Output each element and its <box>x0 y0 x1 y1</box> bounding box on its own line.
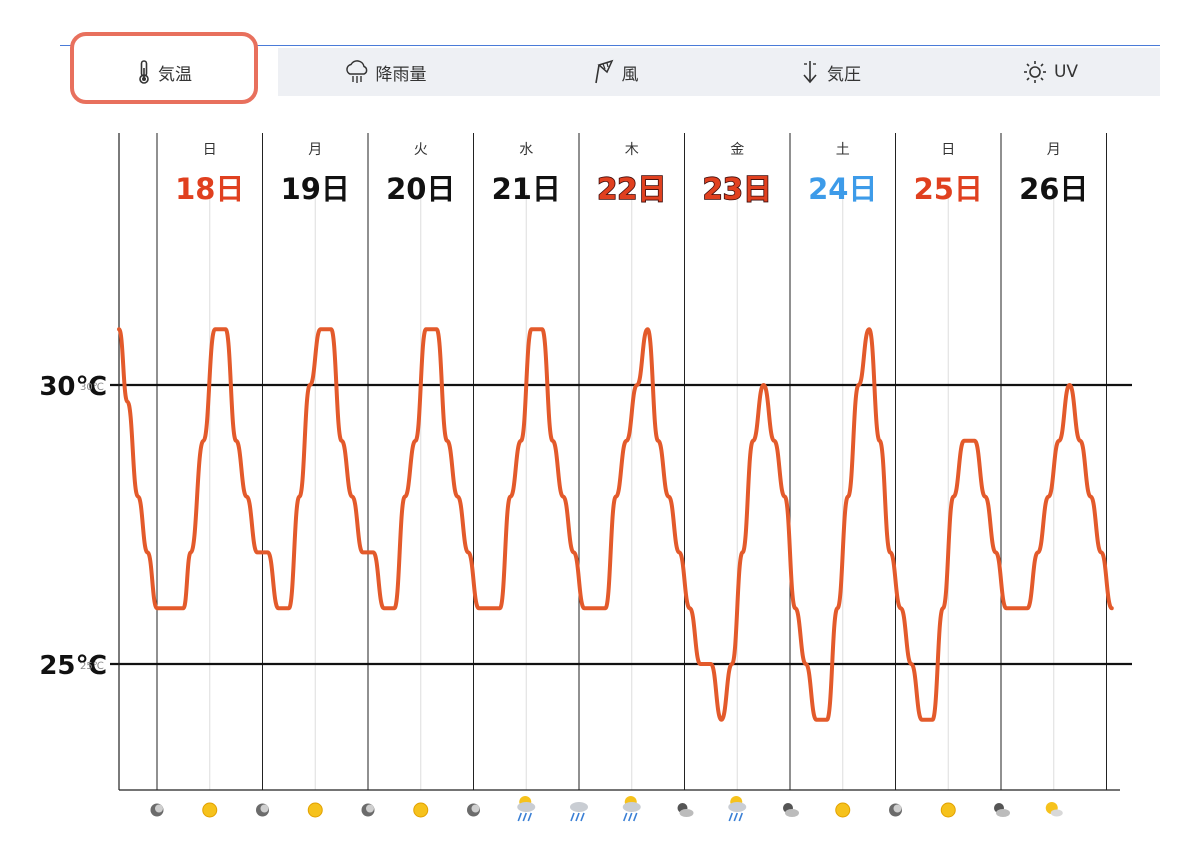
day-of-week-label: 日 <box>941 142 955 158</box>
sun-icon <box>835 802 851 818</box>
thermometer-icon <box>136 59 152 85</box>
sun-icon <box>413 802 429 818</box>
reference-lines <box>110 383 1132 666</box>
day-of-week-label: 金 <box>730 142 744 158</box>
y-axis-labels: 30℃30℃25℃25℃ <box>39 372 107 681</box>
night-icon <box>361 803 375 817</box>
date-label: 23日 <box>703 172 772 206</box>
sun-cloud-icon <box>1045 802 1063 817</box>
top-divider <box>60 45 1160 46</box>
day-of-week-label: 土 <box>836 142 850 158</box>
tab-pressure[interactable]: 気圧 <box>735 48 925 96</box>
date-label: 24日 <box>808 172 877 206</box>
date-label: 25日 <box>914 172 983 206</box>
date-label: 26日 <box>1019 172 1088 206</box>
temperature-line <box>117 327 1114 722</box>
night-icon <box>889 803 902 817</box>
tab-label: 気圧 <box>827 64 861 85</box>
date-label: 19日 <box>281 172 350 206</box>
tab-temperature[interactable]: 気温 <box>74 48 254 96</box>
night-icon <box>467 803 480 817</box>
wind-sock-icon <box>592 59 616 85</box>
date-label: 22日 <box>597 172 666 206</box>
date-label: 20日 <box>386 172 455 206</box>
tab-label: 降雨量 <box>375 64 427 85</box>
rain-cloud-icon <box>344 59 370 85</box>
axes <box>118 133 1120 791</box>
cloud-night-icon <box>677 803 694 817</box>
sun-icon <box>940 802 956 818</box>
y-tick-small-label: 25℃ <box>80 661 104 672</box>
cloud-night-icon <box>994 803 1010 817</box>
date-label: 21日 <box>492 172 561 206</box>
date-label: 18日 <box>175 172 244 206</box>
day-of-week-label: 木 <box>625 142 639 158</box>
weather-icons <box>150 796 1063 822</box>
sun-icon <box>202 802 218 818</box>
cloud-rain-icon <box>570 802 588 822</box>
day-of-week-label: 月 <box>1047 142 1061 158</box>
day-of-week-label: 水 <box>519 142 533 158</box>
sun-rain-icon <box>517 796 536 822</box>
y-tick-label: 25℃ <box>39 651 107 681</box>
sun-rain-icon <box>728 796 747 822</box>
tab-wind[interactable]: 風 <box>520 48 710 96</box>
day-of-week-label: 月 <box>308 142 322 158</box>
day-of-week-label: 火 <box>414 142 428 158</box>
active-tab-highlight <box>70 32 258 104</box>
tab-bar <box>278 48 1160 96</box>
gridlines <box>156 133 1107 790</box>
pressure-arrow-icon <box>799 59 821 85</box>
cloud-night-icon <box>783 803 799 817</box>
tab-label: 気温 <box>158 64 192 85</box>
day-of-week-label: 日 <box>203 142 217 158</box>
sun-rain-icon <box>622 796 641 822</box>
y-tick-label: 30℃ <box>39 372 107 402</box>
sun-icon <box>1022 59 1048 85</box>
sun-icon <box>307 802 323 818</box>
tab-label: UV <box>1053 62 1079 82</box>
night-icon <box>150 803 164 817</box>
night-icon <box>256 803 269 817</box>
day-headers: 日 18日 月 19日 火 20日 水 21日 木 22日 金 23日 土 24日 日 25日 月 26日 <box>175 142 1088 207</box>
tab-uv[interactable]: UV <box>955 48 1145 96</box>
y-tick-small-label: 30℃ <box>80 382 104 393</box>
tab-label: 風 <box>621 64 639 85</box>
tab-rainfall[interactable]: 降雨量 <box>290 48 480 96</box>
